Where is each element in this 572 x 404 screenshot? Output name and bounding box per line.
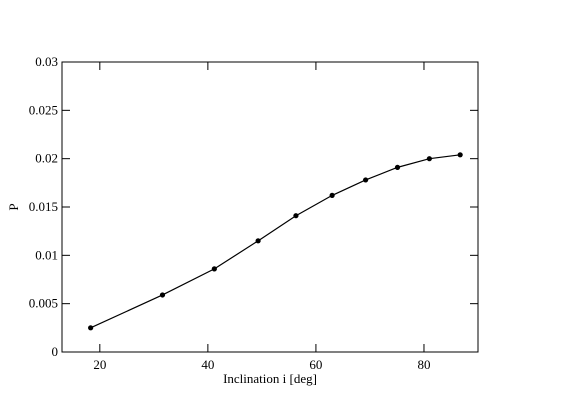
data-point [329,192,335,198]
data-point [426,156,432,162]
x-tick-label: 20 [93,357,106,372]
y-tick-label: 0.01 [35,247,58,262]
data-point [159,292,166,298]
data-point [211,266,217,272]
y-axis-label: P [6,203,21,210]
y-tick-label: 0.03 [35,54,58,69]
data-line [90,154,461,329]
y-tick-label: 0.005 [29,296,58,311]
data-point [363,177,369,183]
y-tick-label: 0.02 [35,151,58,166]
data-point [293,213,299,219]
x-tick-label: 80 [417,357,430,372]
plot-frame [61,61,479,353]
x-axis-label: Inclination i [deg] [223,371,317,386]
y-tick-label: 0.015 [29,199,58,214]
data-point [88,325,94,331]
data-point [394,164,401,170]
x-tick-label: 40 [201,357,214,372]
y-tick-label: 0.025 [29,102,58,117]
y-tick-label: 0 [52,344,59,359]
x-tick-label: 60 [309,357,322,372]
data-point [255,238,261,244]
data-point [457,152,463,158]
